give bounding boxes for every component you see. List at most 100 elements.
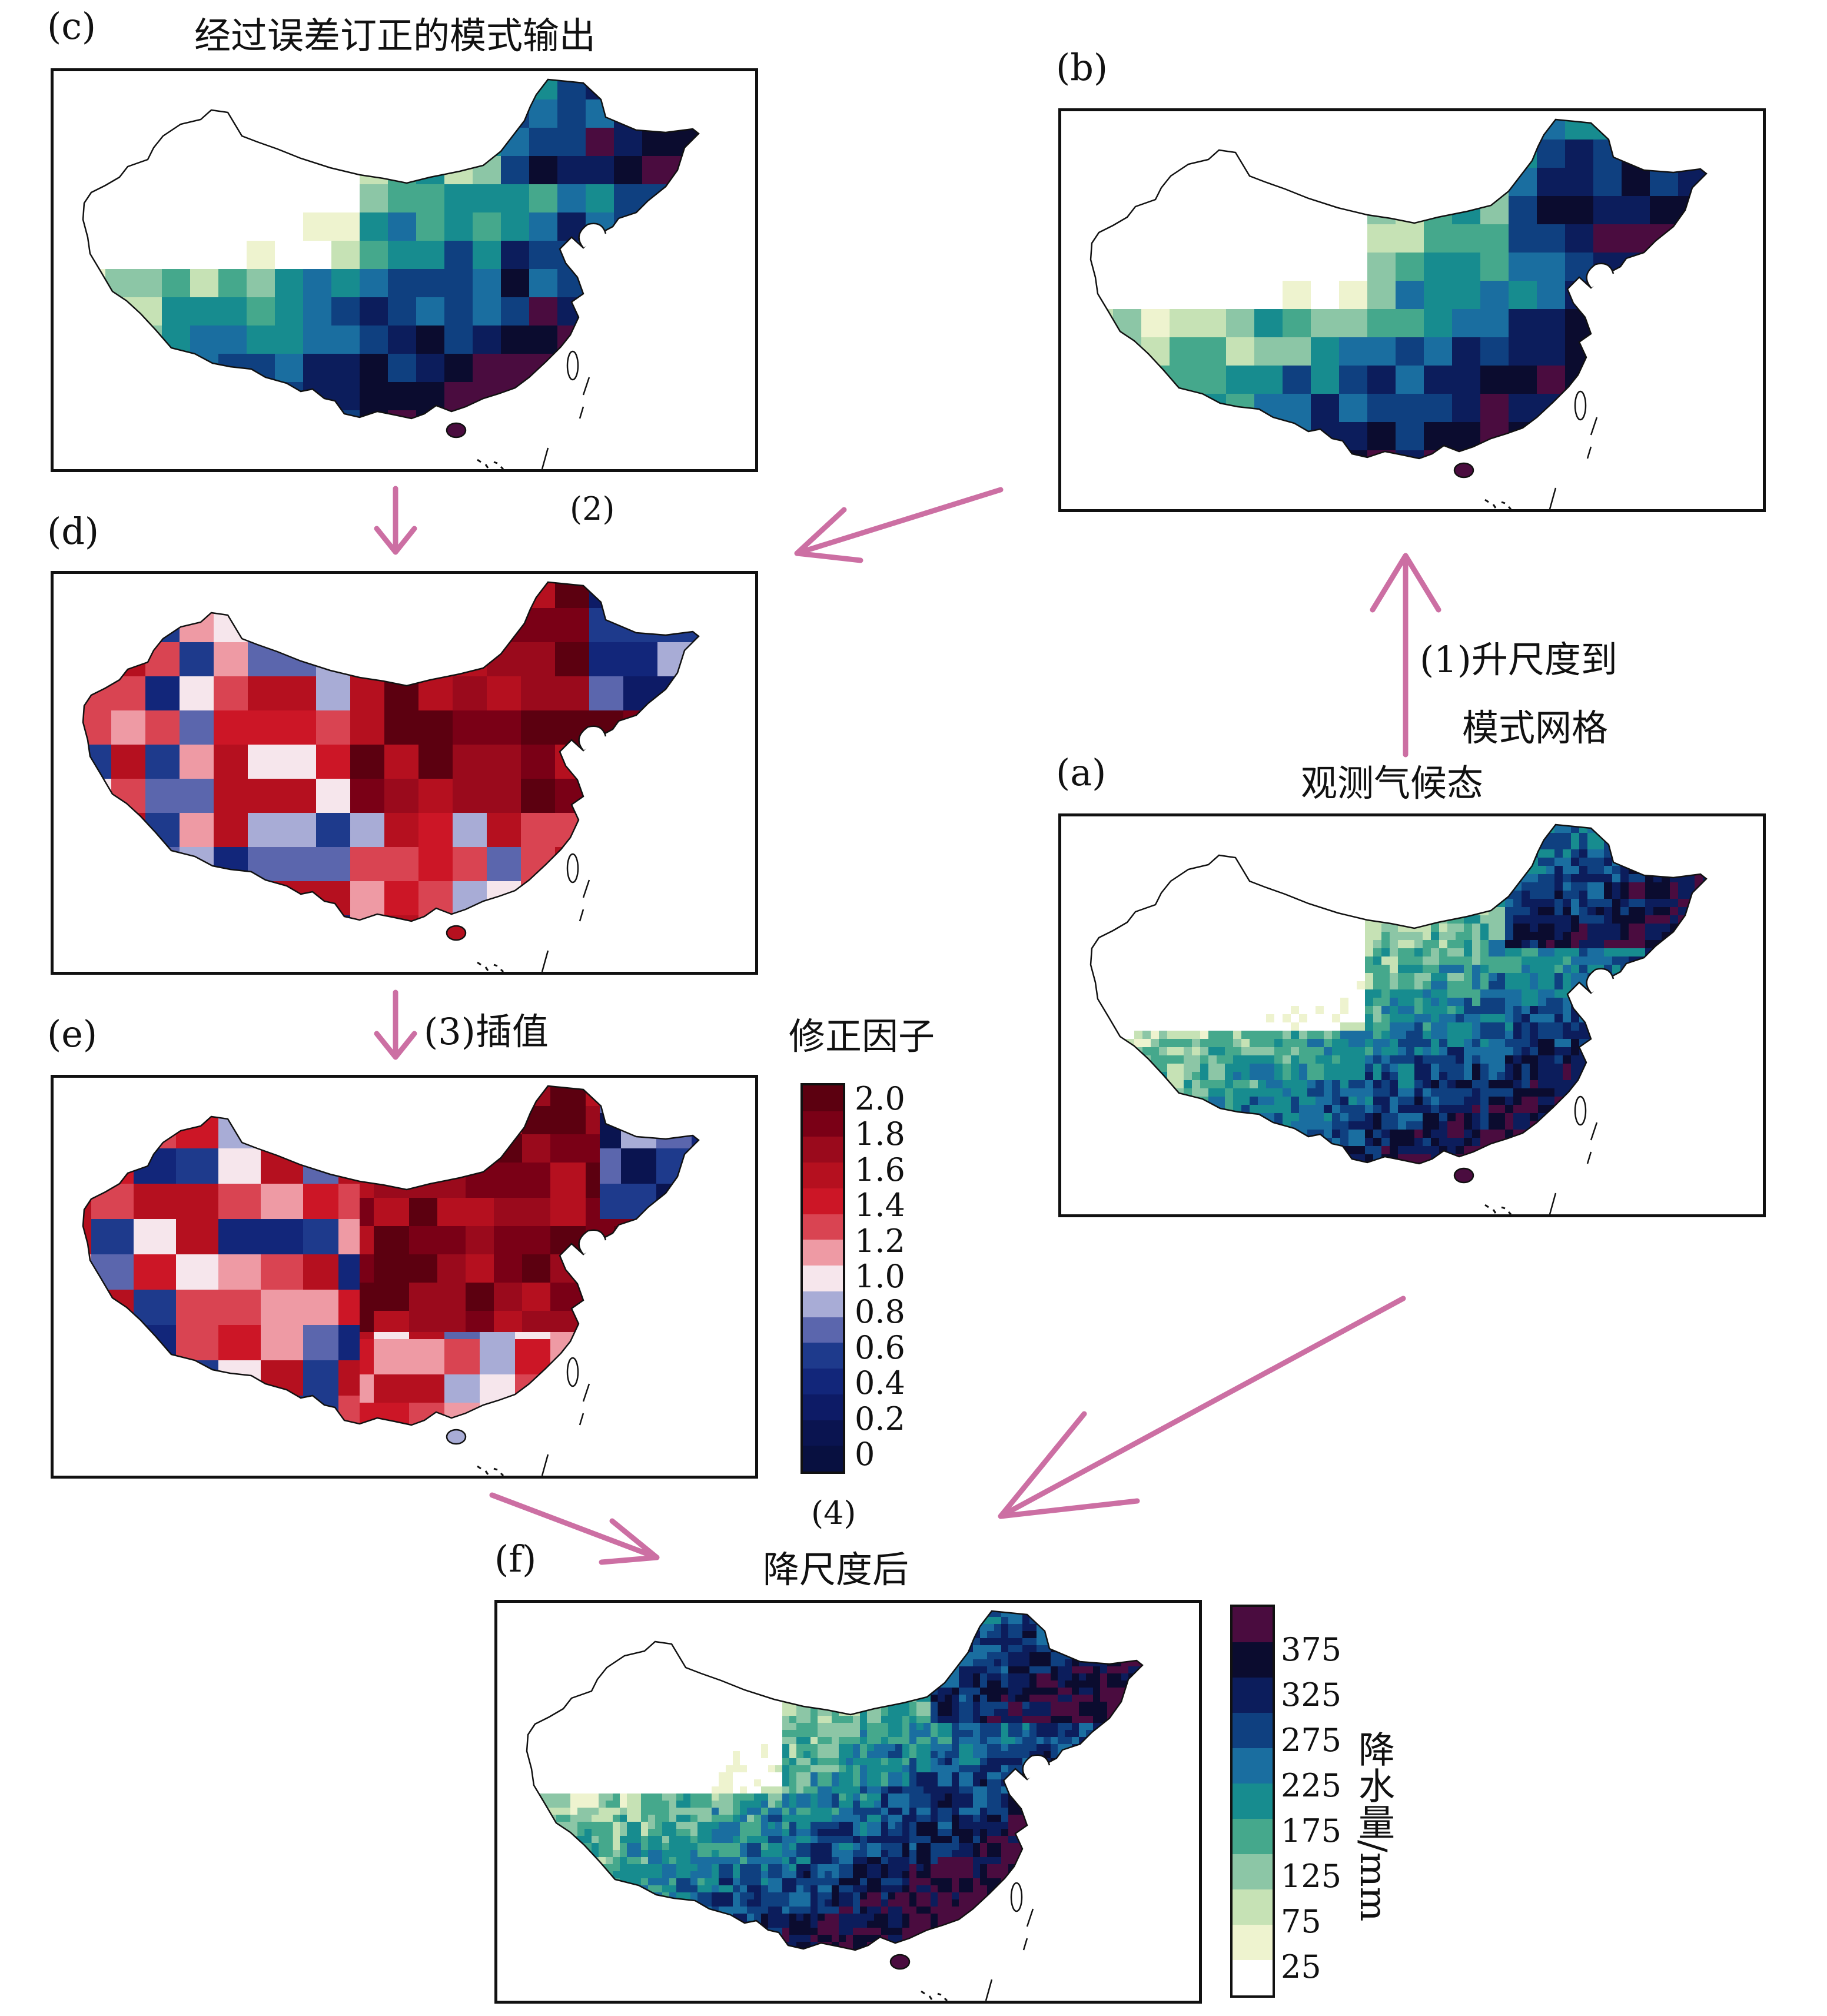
colorbar-tick-label: 1.0 (855, 1258, 905, 1295)
map-a (1089, 823, 1708, 1214)
bohai-bay (578, 725, 607, 751)
step-3-label: (3)插值 (424, 1010, 549, 1053)
colorbar-tick-label: 375 (1281, 1631, 1342, 1668)
colorbar-swatch (803, 1163, 843, 1188)
south-sea-islands (477, 961, 504, 972)
step-1-line1: (1)升尺度到 (1420, 638, 1617, 681)
colorbar-tick-label: 175 (1281, 1812, 1342, 1849)
panel-f-label: (f) (494, 1537, 537, 1580)
precip-colorbar (1230, 1605, 1275, 1998)
nine-dash-line (541, 879, 590, 972)
panel-d-label: (d) (47, 510, 99, 553)
step-2-label: (2) (570, 490, 615, 527)
factor-colorbar-title: 修正因子 (789, 1015, 935, 1058)
precip-colorbar-title: 降水量/mm (1352, 1731, 1395, 1922)
panel-b-label: (b) (1056, 46, 1108, 89)
colorbar-tick-label: 1.6 (855, 1151, 905, 1188)
colorbar-tick-label: 325 (1281, 1676, 1342, 1713)
colorbar-swatch (1233, 1748, 1273, 1783)
colorbar-tick-label: 1.2 (855, 1222, 905, 1260)
panel-e-label: (e) (47, 1012, 98, 1055)
colorbar-tick-label: 25 (1281, 1948, 1321, 1985)
south-sea-islands (1484, 499, 1512, 509)
colorbar-swatch (1233, 1889, 1273, 1925)
bohai-bay (578, 1229, 607, 1255)
panel-d-map (51, 571, 758, 975)
colorbar-swatch (1233, 1925, 1273, 1960)
colorbar-swatch (803, 1214, 843, 1240)
map-b (1089, 118, 1708, 509)
arrow-b-to-d (794, 487, 1004, 563)
arrow-a-to-f (998, 1296, 1406, 1519)
map-fill (83, 1086, 699, 1425)
colorbar-swatch (1233, 1713, 1273, 1748)
hainan-island (446, 1429, 467, 1445)
nine-dash-line (541, 377, 590, 469)
taiwan-island (1574, 1095, 1587, 1126)
arrow-c-to-d (374, 486, 417, 555)
colorbar-swatch (803, 1137, 843, 1163)
colorbar-tick-label: 225 (1281, 1767, 1342, 1804)
colorbar-swatch (803, 1240, 843, 1266)
nine-dash-line (541, 1383, 590, 1476)
map-fill (527, 1611, 1142, 1950)
colorbar-swatch (803, 1420, 843, 1446)
south-sea-islands (477, 459, 504, 469)
colorbar-swatch (803, 1266, 843, 1291)
nine-dash-line (1549, 1122, 1598, 1214)
colorbar-swatch (1233, 1783, 1273, 1819)
bohai-bay (1022, 1754, 1051, 1780)
south-sea-islands (1484, 1204, 1512, 1214)
taiwan-island (1010, 1882, 1023, 1912)
panel-e-map (51, 1075, 758, 1479)
colorbar-swatch (803, 1343, 843, 1369)
panel-a-label: (a) (1056, 751, 1107, 794)
panel-c-title: 经过误差订正的模式输出 (194, 14, 596, 57)
map-f (526, 1610, 1144, 2001)
map-fill (83, 79, 699, 419)
south-sea-islands (921, 1990, 948, 2001)
hainan-island (446, 422, 467, 439)
colorbar-swatch (803, 1188, 843, 1214)
colorbar-swatch (803, 1369, 843, 1394)
hainan-island (889, 1954, 911, 1970)
colorbar-swatch (1233, 1678, 1273, 1713)
colorbar-swatch (803, 1085, 843, 1111)
panel-b-map (1058, 108, 1766, 512)
step-1-line2: 模式网格 (1462, 706, 1609, 749)
south-sea-islands (477, 1465, 504, 1476)
colorbar-swatch (1233, 1854, 1273, 1889)
step-4-label: (4) (811, 1494, 856, 1532)
panel-a-map (1058, 813, 1766, 1217)
taiwan-island (566, 853, 579, 884)
colorbar-tick-label: 125 (1281, 1858, 1342, 1895)
panel-c-label: (c) (47, 5, 97, 48)
colorbar-tick-label: 1.4 (855, 1187, 905, 1224)
factor-colorbar (800, 1083, 845, 1474)
colorbar-tick-label: 275 (1281, 1722, 1342, 1759)
colorbar-swatch (803, 1446, 843, 1472)
panel-f-map (494, 1600, 1202, 2004)
map-fill (1091, 119, 1706, 459)
colorbar-swatch (803, 1317, 843, 1343)
colorbar-swatch (803, 1111, 843, 1137)
taiwan-island (1574, 390, 1587, 421)
colorbar-tick-label: 0.8 (855, 1293, 905, 1331)
map-c (82, 78, 700, 469)
nine-dash-line (1549, 417, 1598, 509)
hainan-island (446, 925, 467, 941)
colorbar-swatch (1233, 1607, 1273, 1642)
colorbar-swatch (1233, 1960, 1273, 1995)
map-e (82, 1085, 700, 1476)
colorbar-swatch (1233, 1642, 1273, 1678)
hainan-island (1453, 462, 1474, 479)
colorbar-tick-label: 2.0 (855, 1080, 905, 1117)
map-fill (1091, 825, 1706, 1164)
panel-c-map (51, 68, 758, 472)
map-d (82, 581, 700, 972)
colorbar-swatch (803, 1394, 843, 1420)
bohai-bay (578, 222, 607, 248)
taiwan-island (566, 1357, 579, 1387)
nine-dash-line (985, 1908, 1034, 2001)
panel-a-title: 观测气候态 (1301, 762, 1484, 805)
